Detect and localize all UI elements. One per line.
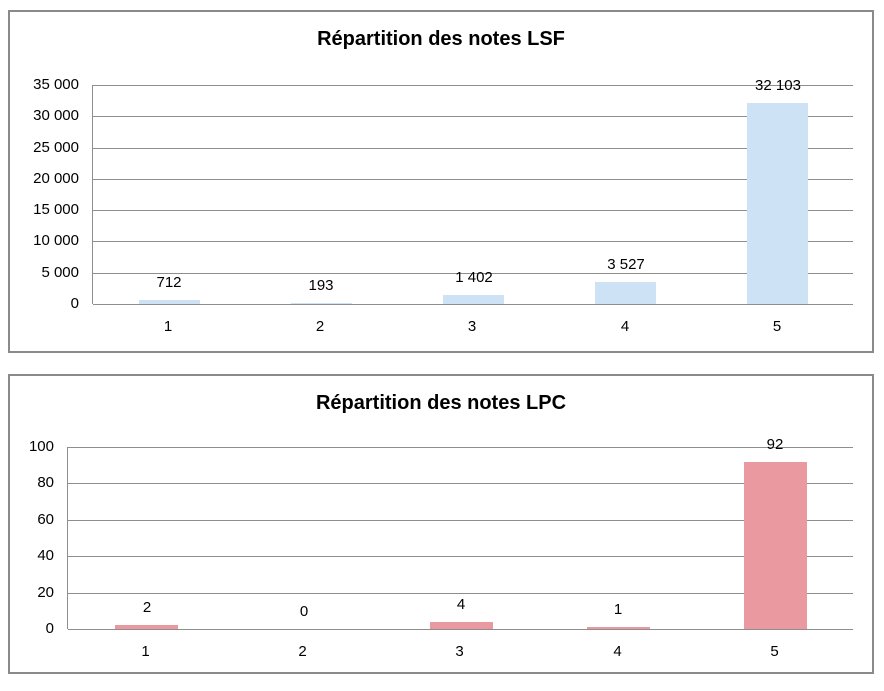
gridline	[93, 241, 853, 243]
bar-category-3[interactable]	[430, 621, 493, 629]
value-label: 712	[156, 273, 182, 291]
y-tick-label: 35 000	[33, 76, 79, 93]
gridline	[93, 210, 853, 212]
chart-title-lsf[interactable]: Répartition des notes LSF	[317, 28, 565, 50]
y-tick-label: 80	[37, 474, 54, 492]
y-tick-label: 5 000	[41, 263, 79, 281]
value-label: 0	[299, 603, 309, 620]
gridline	[93, 116, 853, 118]
value-label: 1 402	[455, 269, 493, 287]
bar-category-1[interactable]	[139, 299, 200, 304]
bar-category-5[interactable]	[744, 461, 807, 629]
x-axis-line	[93, 304, 853, 305]
gridline	[68, 519, 853, 521]
x-tick-label: 5	[770, 643, 779, 660]
x-tick-label: 2	[298, 643, 307, 660]
y-tick-label: 40	[37, 547, 54, 565]
x-tick-label: 5	[772, 318, 782, 335]
gridline	[68, 556, 853, 558]
y-tick-label: 60	[37, 510, 54, 528]
bar-category-5[interactable]	[747, 103, 808, 304]
y-tick-label: 25 000	[33, 138, 79, 156]
gridline	[68, 483, 853, 485]
value-label: 1	[613, 601, 623, 619]
chart-title-lpc[interactable]: Répartition des notes LPC	[315, 392, 567, 414]
bar-category-1[interactable]	[115, 625, 178, 629]
x-tick-label: 3	[455, 643, 464, 660]
plot-area-lsf[interactable]: 712 193 1 402 3 527 32 103	[92, 77, 853, 305]
x-tick-label: 4	[620, 318, 630, 335]
y-tick-label: 0	[45, 620, 54, 637]
x-tick-label: 1	[163, 318, 173, 335]
chart-panel-lpc[interactable]: Répartition des notes LPC 2 0 4 1 92 0 20 40 60…	[8, 374, 874, 674]
y-tick-label: 0	[70, 295, 79, 312]
y-tick-label: 100	[28, 438, 54, 455]
value-label: 32 103	[755, 77, 801, 95]
bar-category-4[interactable]	[587, 627, 650, 629]
x-axis-line	[68, 629, 853, 630]
chart-panel-lsf[interactable]: Répartition des notes LSF 712 193 1 402 3 5…	[8, 10, 874, 353]
x-tick-label: 4	[613, 643, 622, 660]
plot-area-lpc[interactable]: 2 0 4 1 92	[67, 436, 853, 630]
gridline	[93, 147, 853, 149]
x-tick-label: 1	[141, 643, 150, 660]
y-tick-label: 20	[37, 583, 54, 601]
x-tick-label: 2	[315, 318, 325, 335]
gridline	[93, 178, 853, 180]
value-label: 2	[142, 599, 152, 617]
x-tick-label: 3	[467, 318, 477, 335]
value-label: 193	[308, 276, 334, 294]
y-tick-label: 20 000	[33, 169, 79, 187]
y-tick-label: 10 000	[33, 232, 79, 250]
y-tick-label: 15 000	[33, 201, 79, 219]
gridline	[68, 447, 853, 448]
bar-category-4[interactable]	[595, 281, 656, 304]
value-label: 4	[456, 595, 466, 613]
y-tick-label: 30 000	[33, 107, 79, 125]
gridline	[93, 85, 853, 86]
bar-category-2[interactable]	[291, 302, 352, 304]
value-label: 3 527	[607, 255, 645, 273]
value-label: 92	[766, 435, 784, 453]
bar-category-3[interactable]	[443, 295, 504, 304]
gridline	[68, 592, 853, 594]
gridline	[93, 272, 853, 274]
